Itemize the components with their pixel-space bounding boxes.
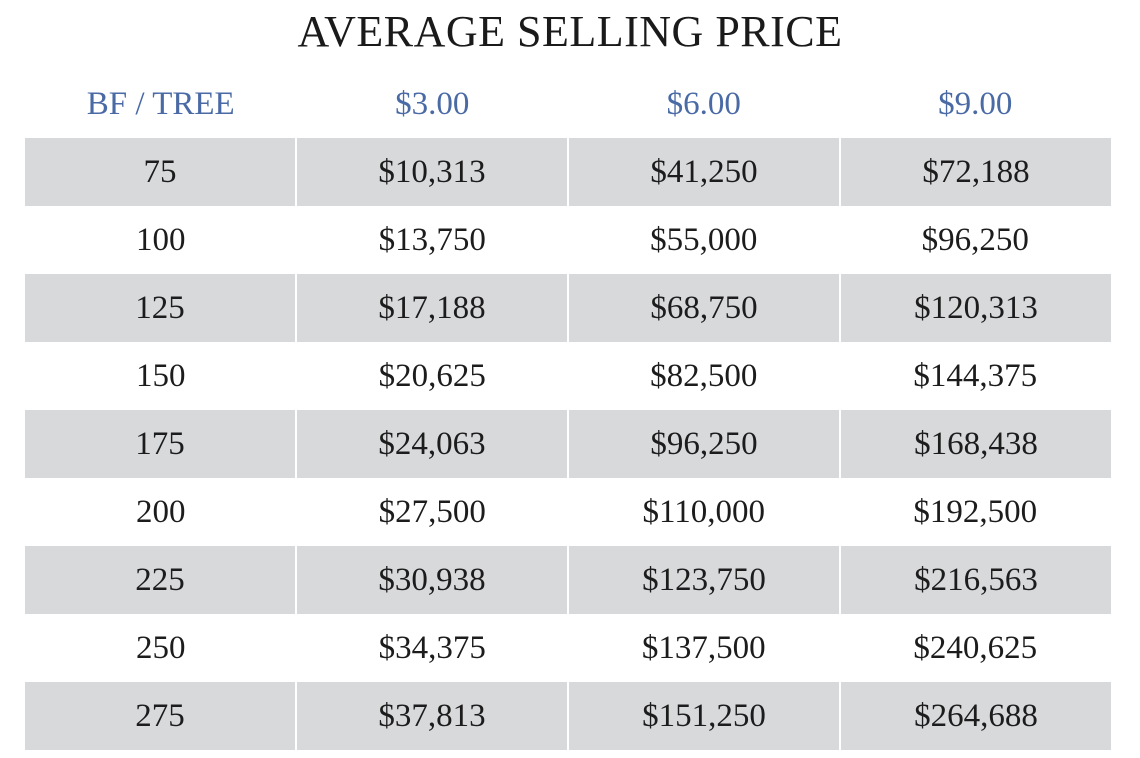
- price-cell: $123,750: [567, 546, 839, 614]
- price-cell: $264,688: [839, 682, 1111, 750]
- price-cell: $96,250: [921, 221, 1029, 258]
- price-cell: $17,188: [295, 274, 567, 342]
- bf-per-tree-cell: 250: [136, 629, 186, 666]
- price-cell: $30,938: [295, 546, 567, 614]
- price-cell: $96,250: [567, 410, 839, 478]
- column-header: $9.00: [938, 85, 1013, 122]
- bf-per-tree-cell: 100: [136, 221, 186, 258]
- price-table: BF / TREE $3.00 $6.00 $9.00 75 $10,313 $41…: [25, 70, 1111, 750]
- bf-per-tree-cell: 175: [25, 410, 295, 478]
- table-row: 75 $10,313 $41,250 $72,188: [25, 138, 1111, 206]
- price-cell: $216,563: [839, 546, 1111, 614]
- column-header: $6.00: [666, 85, 741, 122]
- table-header-row: BF / TREE $3.00 $6.00 $9.00: [25, 70, 1111, 138]
- price-cell: $110,000: [642, 493, 766, 530]
- table-row: 100 $13,750 $55,000 $96,250: [25, 206, 1111, 274]
- price-cell: $168,438: [839, 410, 1111, 478]
- bf-per-tree-cell: 275: [25, 682, 295, 750]
- table-row: 125 $17,188 $68,750 $120,313: [25, 274, 1111, 342]
- price-cell: $27,500: [378, 493, 486, 530]
- table-row: 225 $30,938 $123,750 $216,563: [25, 546, 1111, 614]
- price-cell: $82,500: [650, 357, 758, 394]
- price-cell: $144,375: [913, 357, 1038, 394]
- price-cell: $24,063: [295, 410, 567, 478]
- bf-per-tree-cell: 150: [136, 357, 186, 394]
- bf-per-tree-cell: 225: [25, 546, 295, 614]
- price-cell: $68,750: [567, 274, 839, 342]
- price-cell: $151,250: [567, 682, 839, 750]
- table-row: 200 $27,500 $110,000 $192,500: [25, 478, 1111, 546]
- price-cell: $240,625: [913, 629, 1038, 666]
- bf-per-tree-cell: 75: [25, 138, 295, 206]
- price-cell: $120,313: [839, 274, 1111, 342]
- page-title: AVERAGE SELLING PRICE: [297, 7, 843, 56]
- price-cell: $192,500: [913, 493, 1038, 530]
- table-row: 150 $20,625 $82,500 $144,375: [25, 342, 1111, 410]
- bf-per-tree-cell: 125: [25, 274, 295, 342]
- price-cell: $20,625: [378, 357, 486, 394]
- table-row: 275 $37,813 $151,250 $264,688: [25, 682, 1111, 750]
- column-header: $3.00: [395, 85, 470, 122]
- price-cell: $41,250: [567, 138, 839, 206]
- table-row: 250 $34,375 $137,500 $240,625: [25, 614, 1111, 682]
- price-cell: $37,813: [295, 682, 567, 750]
- table-row: 175 $24,063 $96,250 $168,438: [25, 410, 1111, 478]
- price-cell: $34,375: [378, 629, 486, 666]
- price-cell: $10,313: [295, 138, 567, 206]
- column-header: BF / TREE: [86, 85, 235, 122]
- price-cell: $72,188: [839, 138, 1111, 206]
- price-cell: $55,000: [650, 221, 758, 258]
- price-cell: $13,750: [378, 221, 486, 258]
- price-cell: $137,500: [641, 629, 766, 666]
- table-body: 75 $10,313 $41,250 $72,188 100 $13,750 $55,000…: [25, 138, 1111, 750]
- bf-per-tree-cell: 200: [136, 493, 186, 530]
